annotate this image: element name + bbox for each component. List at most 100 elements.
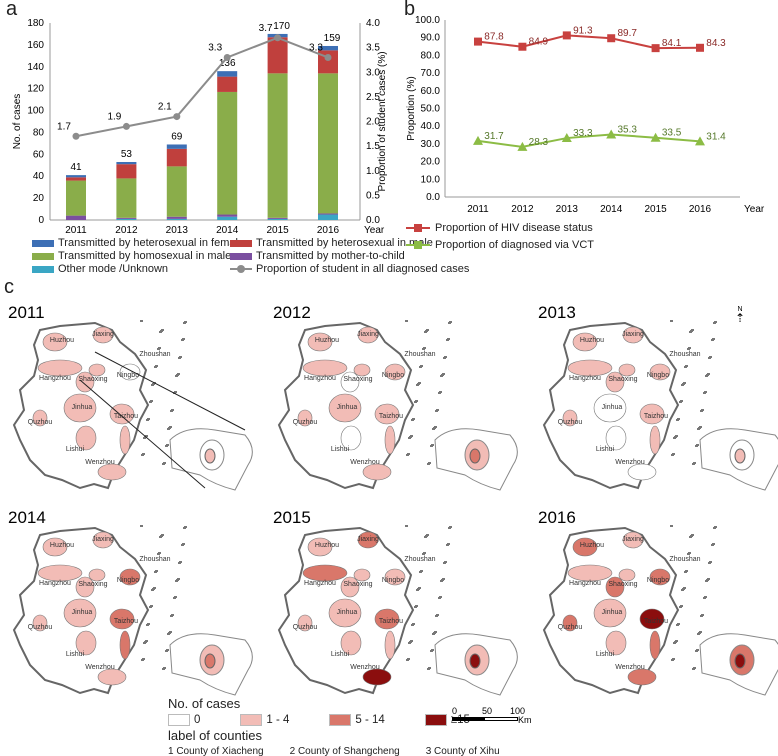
island <box>703 597 706 599</box>
island <box>679 606 682 608</box>
city-label: Wenzhou <box>85 664 115 671</box>
bar-segment <box>116 161 137 165</box>
map-2016: 2016 Huzhou Jiaxing Zhoushan Hangzhou Shaoxin… <box>538 508 778 696</box>
island <box>143 437 146 439</box>
island <box>684 571 687 573</box>
island <box>146 624 149 626</box>
county-region <box>362 463 392 481</box>
island <box>689 536 692 538</box>
county-region <box>37 359 83 377</box>
data-label: 31.7 <box>484 131 504 142</box>
legend-item: Transmitted by heterosexual in female <box>32 237 244 249</box>
inset-region-core <box>204 653 216 669</box>
island <box>427 463 430 465</box>
data-label: 33.3 <box>573 128 593 139</box>
island <box>713 322 716 324</box>
city-label: Quzhou <box>293 624 318 631</box>
bar-total-label: 41 <box>70 162 82 173</box>
legend-item: Proportion of diagnosed via VCT <box>406 239 594 251</box>
county-region <box>649 568 671 586</box>
island <box>700 615 703 617</box>
x-tick-label: 2014 <box>216 225 239 236</box>
y-right-tick-label: 0.5 <box>366 190 380 201</box>
county-region <box>572 537 598 557</box>
county-label-1: 1 County of Xiacheng <box>168 746 264 756</box>
y-tick-label: 180 <box>27 18 44 29</box>
x-tick-label: 2012 <box>511 204 534 215</box>
y-tick-label: 30.0 <box>421 139 441 150</box>
bar-segment <box>217 71 238 77</box>
series-marker <box>650 132 661 142</box>
county-label-3: 3 County of Xihu <box>425 746 500 756</box>
legend-label: Proportion of diagnosed via VCT <box>435 239 594 251</box>
city-label: Lishui <box>596 446 615 453</box>
legend-item: 5 - 14 <box>329 714 385 726</box>
city-label: Quzhou <box>558 419 583 426</box>
data-label: 84.1 <box>662 38 682 49</box>
scale-bar: 0 50 100 Km <box>452 706 532 725</box>
bar-segment <box>217 216 238 220</box>
city-label: Lishui <box>331 446 350 453</box>
y-right-tick-label: 3.0 <box>366 67 380 78</box>
county-region <box>374 403 400 425</box>
city-label: Jinhua <box>337 609 358 616</box>
data-label: 84.3 <box>706 38 726 49</box>
data-label: 89.7 <box>617 28 637 39</box>
panel-label-c: c <box>4 276 14 298</box>
legend-label: Other mode /Unknown <box>58 263 169 275</box>
island <box>181 544 184 546</box>
city-label: Jinhua <box>72 404 93 411</box>
x-tick-label: 2013 <box>556 204 579 215</box>
county-region <box>593 598 627 628</box>
county-region <box>307 537 333 557</box>
island <box>711 544 714 546</box>
city-label: Wenzhou <box>85 459 115 466</box>
y-tick-label: 60.0 <box>421 86 441 97</box>
island <box>162 668 165 670</box>
county-region <box>639 403 665 425</box>
island <box>692 463 695 465</box>
x-tick-label: 2016 <box>317 225 340 236</box>
island <box>671 659 674 661</box>
city-label: Jiaxing <box>357 331 379 338</box>
island <box>178 357 181 359</box>
city-label: Jiaxing <box>622 536 644 543</box>
map-year-label: 2014 <box>8 508 46 527</box>
data-label: 91.3 <box>573 25 593 36</box>
bar-total-label: 170 <box>273 21 290 32</box>
line-label: 3.7 <box>259 23 273 34</box>
city-label: Jiaxing <box>92 536 114 543</box>
island <box>414 401 417 403</box>
y-right-tick-label: 3.5 <box>366 43 380 54</box>
island <box>697 633 700 635</box>
bar-total-label: 136 <box>219 58 236 69</box>
line-point <box>223 53 231 61</box>
county-region <box>328 393 362 423</box>
island <box>165 445 168 447</box>
island <box>448 322 451 324</box>
city-label: Taizhou <box>644 618 668 625</box>
island <box>679 401 682 403</box>
county-region <box>37 564 83 582</box>
bar-segment <box>66 215 86 220</box>
city-label: Quzhou <box>293 419 318 426</box>
city-label: Huzhou <box>50 337 74 344</box>
county-region <box>109 403 135 425</box>
legend-item: Proportion of HIV disease status <box>406 222 593 234</box>
series-line <box>477 133 701 148</box>
island <box>695 445 698 447</box>
panel-label-a: a <box>6 0 18 20</box>
series-marker <box>695 136 705 146</box>
island <box>440 580 443 582</box>
data-label: 28.3 <box>529 137 549 148</box>
series-marker <box>474 37 482 46</box>
island <box>408 437 411 439</box>
y-tick-label: 40 <box>33 171 45 182</box>
island <box>708 357 711 359</box>
island <box>430 445 433 447</box>
city-label: Zhoushan <box>669 556 700 563</box>
county-region <box>92 531 114 549</box>
legend-swatch <box>230 239 252 247</box>
line-label: 3.3 <box>208 42 222 53</box>
